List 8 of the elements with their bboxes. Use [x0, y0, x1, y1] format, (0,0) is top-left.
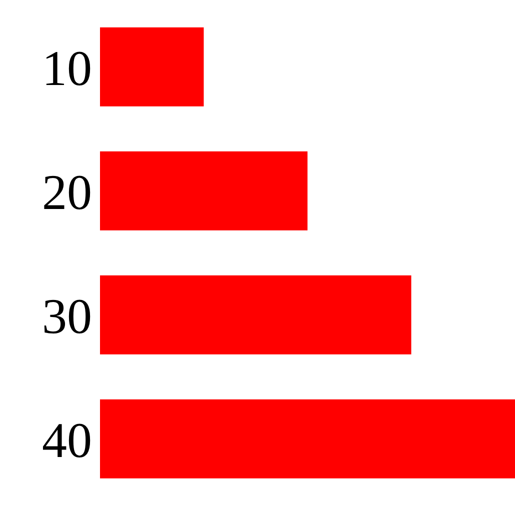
bar — [100, 399, 515, 478]
y-tick-label: 30 — [42, 288, 92, 344]
bar — [100, 151, 308, 230]
bar — [100, 275, 412, 354]
bar — [100, 27, 204, 106]
y-tick-label: 40 — [42, 412, 92, 468]
y-tick-label: 20 — [42, 164, 92, 220]
y-tick-label: 10 — [42, 40, 92, 96]
